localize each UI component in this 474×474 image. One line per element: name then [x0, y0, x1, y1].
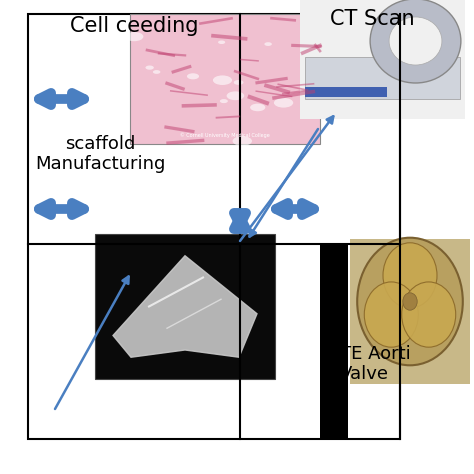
- Ellipse shape: [146, 65, 154, 70]
- Ellipse shape: [401, 282, 456, 347]
- Bar: [305, 87, 388, 97]
- Text: CT Scan: CT Scan: [330, 9, 415, 29]
- Ellipse shape: [264, 42, 272, 46]
- Ellipse shape: [403, 293, 417, 310]
- Bar: [300, 0, 465, 119]
- Text: Cell ceeding: Cell ceeding: [70, 16, 198, 36]
- Bar: [320, 243, 348, 439]
- Ellipse shape: [370, 0, 461, 83]
- Ellipse shape: [218, 40, 225, 44]
- Bar: [95, 234, 275, 379]
- Ellipse shape: [213, 75, 232, 85]
- Ellipse shape: [125, 32, 143, 41]
- Bar: [28, 14, 400, 439]
- Ellipse shape: [187, 73, 199, 79]
- Bar: [305, 57, 460, 99]
- Text: © Cornell University Medical College: © Cornell University Medical College: [180, 132, 270, 138]
- Ellipse shape: [274, 98, 293, 108]
- Polygon shape: [113, 256, 257, 357]
- Ellipse shape: [389, 17, 442, 65]
- Ellipse shape: [357, 237, 463, 365]
- Ellipse shape: [365, 282, 418, 347]
- Ellipse shape: [227, 91, 244, 100]
- Ellipse shape: [301, 112, 307, 116]
- Text: scaffold
Manufacturing: scaffold Manufacturing: [35, 135, 165, 173]
- Ellipse shape: [301, 66, 311, 71]
- Text: TE Aorti
Valve: TE Aorti Valve: [340, 345, 411, 383]
- Ellipse shape: [233, 136, 252, 146]
- Ellipse shape: [250, 104, 265, 111]
- Bar: [130, 14, 320, 144]
- Ellipse shape: [220, 99, 228, 103]
- Ellipse shape: [153, 70, 160, 74]
- Bar: [350, 239, 470, 384]
- Ellipse shape: [234, 80, 244, 85]
- Ellipse shape: [383, 243, 437, 308]
